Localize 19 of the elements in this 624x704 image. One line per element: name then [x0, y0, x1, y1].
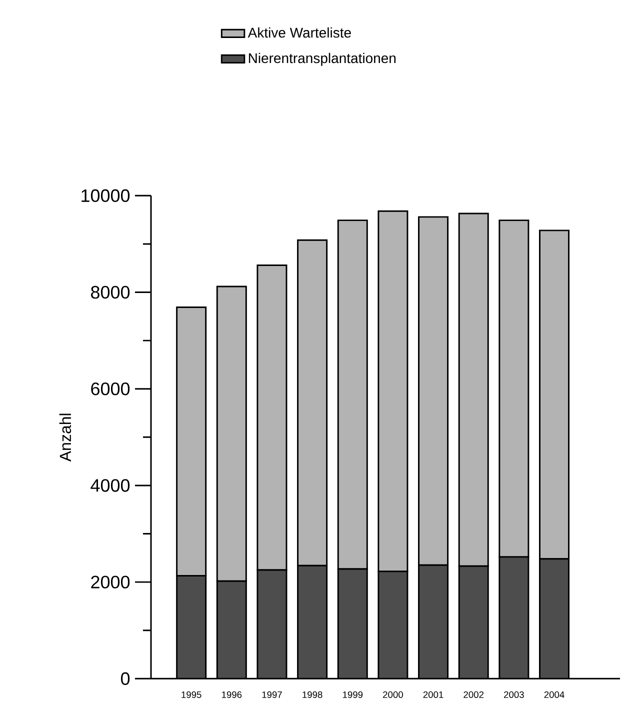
y-tick-label: 6000	[91, 382, 130, 396]
y-tick-label: 8000	[91, 286, 130, 299]
x-tick-label: 1999	[342, 691, 363, 698]
x-tick-label: 2000	[383, 691, 403, 698]
y-tick-label: 0	[120, 672, 130, 686]
y-tick-label: 10000	[82, 189, 130, 202]
x-tick-label: 1996	[222, 691, 242, 698]
y-axis-title: Anzahl	[59, 414, 72, 462]
y-tick-label: 2000	[91, 576, 130, 588]
x-tick-label: 2004	[544, 691, 564, 698]
x-tick-label: 1997	[262, 691, 282, 698]
x-tick-label: 1998	[302, 691, 322, 698]
x-tick-label: 2001	[423, 691, 444, 698]
x-tick-label: 1995	[182, 691, 202, 698]
legend-label: Nierentransplantationen	[248, 52, 396, 66]
legend-label: Aktive Warteliste	[248, 27, 351, 38]
x-tick-label: 2003	[504, 691, 524, 698]
y-tick-label: 4000	[90, 479, 130, 492]
x-tick-label: 2002	[464, 691, 484, 698]
